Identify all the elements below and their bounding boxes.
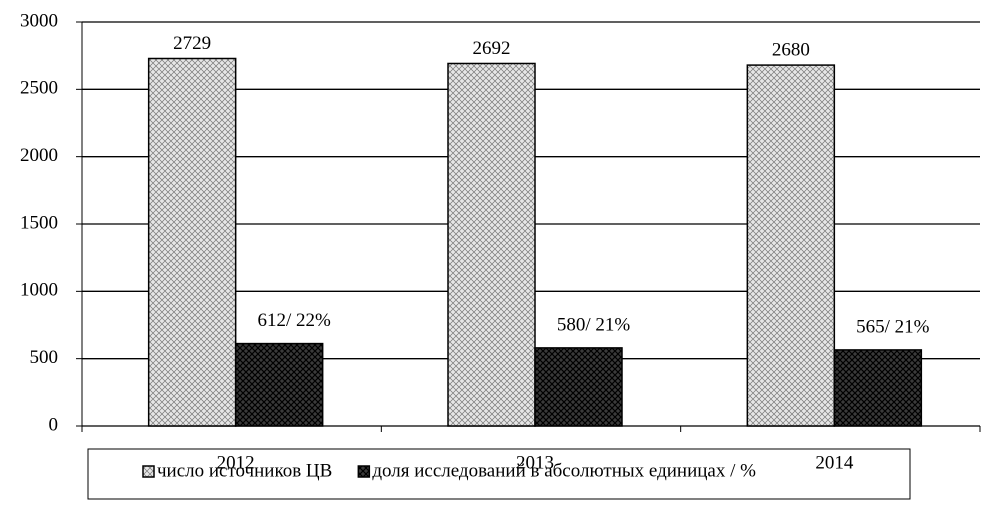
legend-label: число источников ЦВ <box>157 460 332 481</box>
data-label: 2729 <box>173 33 211 54</box>
bar <box>746 64 836 427</box>
legend-marker <box>357 465 371 478</box>
y-tick-label: 1000 <box>20 280 58 301</box>
legend <box>87 448 911 500</box>
x-tick-label: 2013 <box>516 452 554 473</box>
bar <box>534 347 623 427</box>
y-tick-label: 2500 <box>20 78 58 99</box>
bar <box>234 342 324 427</box>
data-label: 580/ 21% <box>557 314 631 335</box>
data-label: 2692 <box>473 38 511 59</box>
bar <box>833 349 923 427</box>
y-tick-label: 2000 <box>20 145 58 166</box>
bar <box>147 57 237 427</box>
y-tick-label: 500 <box>30 347 59 368</box>
y-tick-label: 0 <box>49 414 59 435</box>
x-tick-label: 2012 <box>217 452 255 473</box>
legend-label: доля исследований в абсолютных единицах … <box>372 460 756 481</box>
data-label: 2680 <box>772 39 810 60</box>
bar <box>447 62 536 427</box>
y-tick-label: 1500 <box>20 212 58 233</box>
data-label: 612/ 22% <box>257 310 331 331</box>
y-tick-label: 3000 <box>20 10 58 31</box>
x-tick-label: 2014 <box>815 452 854 473</box>
data-label: 565/ 21% <box>856 316 930 337</box>
legend-marker <box>142 465 155 478</box>
